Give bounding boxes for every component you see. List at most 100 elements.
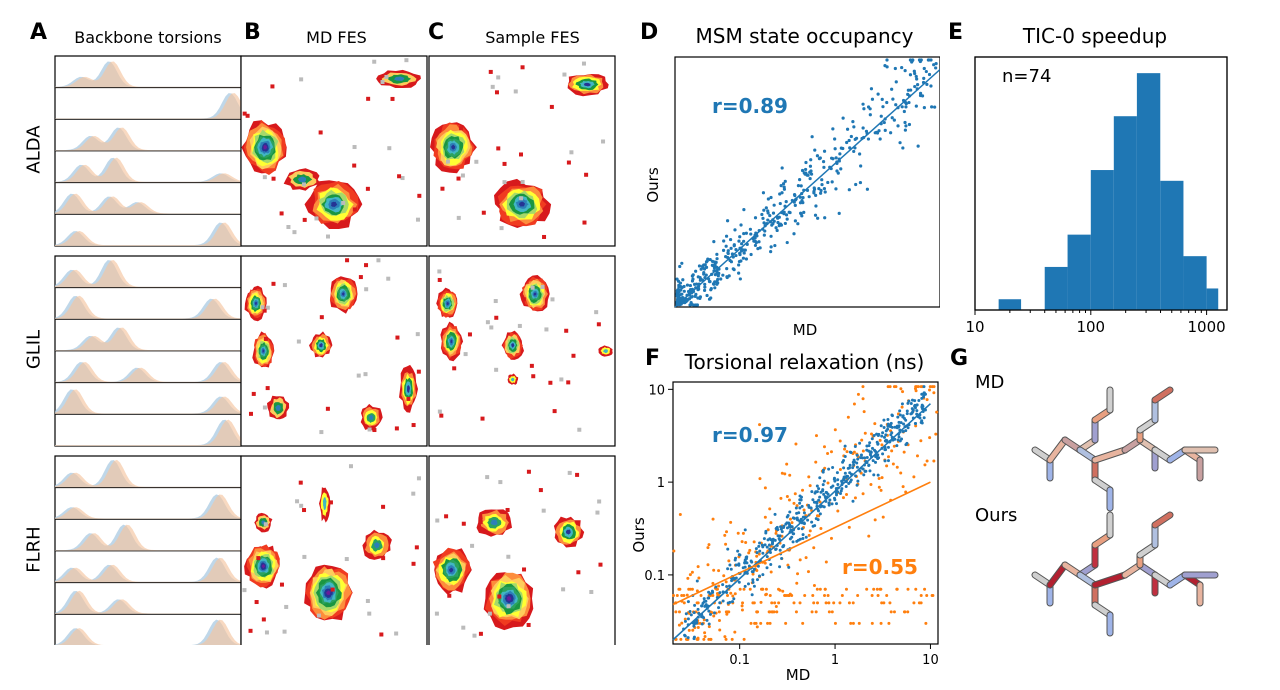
f-orange-point (774, 531, 778, 535)
f-orange-point (717, 610, 721, 614)
f-orange-point (811, 593, 815, 597)
f-orange-point (696, 625, 700, 629)
molecule-bond (1092, 447, 1128, 463)
d-xlabel: MD (793, 321, 818, 339)
e-annotation: n=74 (1002, 66, 1052, 87)
f-orange-point (729, 591, 733, 595)
d-scatter-point (898, 141, 902, 145)
fes-speckle (263, 522, 268, 527)
f-blue-point (890, 414, 894, 418)
f-orange-point (790, 593, 794, 597)
f-orange-point (784, 621, 788, 625)
f-orange-point (772, 610, 776, 614)
f-blue-point (747, 564, 751, 568)
d-scatter-point (821, 160, 826, 164)
d-scatter-point (762, 221, 766, 225)
md-torsion-density (55, 419, 241, 446)
f-blue-point (851, 460, 855, 464)
fes-speckle (541, 508, 546, 513)
f-orange-point (880, 601, 884, 605)
d-scatter-point (696, 288, 700, 292)
d-scatter-point (784, 200, 788, 204)
d-scatter-point (893, 66, 897, 71)
f-orange-point (724, 542, 728, 546)
panel-title-c: Sample FES (485, 28, 580, 47)
f-blue-point (922, 385, 926, 389)
fes-speckle (302, 554, 307, 559)
d-scatter-point (769, 195, 773, 200)
d-scatter-point (820, 182, 824, 187)
f-blue-point (737, 562, 741, 566)
f-annotation-blue: r=0.97 (712, 423, 788, 447)
f-orange-point (733, 630, 737, 634)
f-orange-point (845, 492, 849, 496)
f-orange-point (672, 549, 676, 553)
f-blue-point (855, 453, 859, 457)
f-orange-point (763, 486, 767, 490)
f-blue-point (817, 487, 821, 491)
d-scatter-point (933, 105, 937, 109)
f-orange-point (880, 476, 884, 480)
d-scatter-point (910, 60, 914, 64)
f-blue-point (897, 420, 901, 424)
fes-speckle (265, 305, 270, 310)
fes-level (451, 144, 456, 150)
fes-level (261, 564, 265, 569)
f-orange-point (724, 580, 728, 584)
f-orange-point (832, 601, 836, 605)
f-blue-point (767, 543, 771, 547)
d-scatter-point (927, 72, 932, 77)
d-scatter-point (869, 87, 874, 91)
d-scatter-point (876, 92, 880, 96)
f-blue-point (692, 611, 696, 615)
d-scatter-point (713, 262, 717, 266)
f-blue-point (737, 553, 741, 557)
fes-level (449, 567, 454, 573)
f-blue-point (762, 537, 766, 541)
f-blue-point (816, 518, 820, 522)
f-blue-point (882, 435, 886, 439)
f-orange-point (740, 604, 744, 608)
fes-speckle (325, 406, 330, 411)
f-blue-point (734, 556, 738, 560)
fes-speckle (380, 79, 385, 84)
d-scatter-point (722, 239, 726, 243)
f-orange-point (885, 593, 889, 597)
d-scatter-point (675, 289, 680, 293)
d-scatter-point (710, 263, 714, 267)
f-blue-point (821, 489, 825, 493)
d-scatter-point (800, 199, 804, 203)
fes-speckle (521, 297, 526, 302)
f-orange-point (770, 601, 774, 605)
d-scatter-point (852, 125, 856, 129)
f-orange-point (806, 570, 810, 574)
d-scatter-point (932, 63, 936, 67)
d-scatter-point (802, 210, 806, 214)
f-blue-point (867, 463, 871, 467)
f-orange-point (880, 443, 884, 447)
f-orange-point (740, 540, 744, 544)
d-scatter-point (891, 97, 895, 101)
fes-speckle (406, 396, 411, 401)
f-blue-point (915, 409, 919, 413)
f-orange-point (783, 593, 787, 597)
f-blue-point (870, 437, 874, 441)
f-blue-point (843, 444, 847, 448)
f-blue-point (881, 431, 885, 435)
f-blue-point (707, 622, 711, 626)
fes-speckle (434, 611, 439, 616)
f-blue-point (706, 596, 710, 600)
fes-speckle (381, 556, 386, 561)
f-orange-point (878, 587, 882, 591)
f-blue-point (851, 499, 855, 503)
sample-torsion-density (55, 460, 241, 488)
f-blue-point (843, 475, 847, 479)
f-orange-point (707, 543, 711, 547)
f-blue-point (815, 501, 819, 505)
f-blue-point (901, 429, 905, 433)
fes-speckle (319, 430, 324, 435)
f-orange-point (901, 485, 905, 489)
f-blue-point (859, 456, 863, 460)
f-orange-point (717, 569, 721, 573)
molecule-bond (1047, 562, 1068, 588)
